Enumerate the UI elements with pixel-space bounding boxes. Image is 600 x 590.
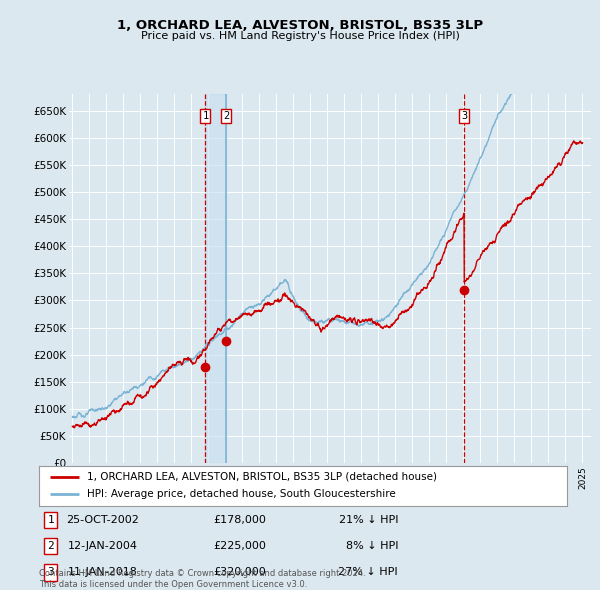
Text: £320,000: £320,000 xyxy=(213,568,266,578)
Text: 1, ORCHARD LEA, ALVESTON, BRISTOL, BS35 3LP: 1, ORCHARD LEA, ALVESTON, BRISTOL, BS35 … xyxy=(117,19,483,32)
Bar xyxy=(205,94,226,463)
Text: 2: 2 xyxy=(223,111,229,121)
Text: 11-JAN-2018: 11-JAN-2018 xyxy=(67,568,137,578)
Text: 3: 3 xyxy=(461,111,467,121)
Text: £178,000: £178,000 xyxy=(213,515,266,525)
Text: Contains HM Land Registry data © Crown copyright and database right 2024.
This d: Contains HM Land Registry data © Crown c… xyxy=(39,569,365,589)
Text: 27% ↓ HPI: 27% ↓ HPI xyxy=(338,568,398,578)
Text: 1, ORCHARD LEA, ALVESTON, BRISTOL, BS35 3LP (detached house): 1, ORCHARD LEA, ALVESTON, BRISTOL, BS35 … xyxy=(86,472,437,482)
Text: Price paid vs. HM Land Registry's House Price Index (HPI): Price paid vs. HM Land Registry's House … xyxy=(140,31,460,41)
Text: HPI: Average price, detached house, South Gloucestershire: HPI: Average price, detached house, Sout… xyxy=(86,489,395,499)
Text: 25-OCT-2002: 25-OCT-2002 xyxy=(66,515,139,525)
Text: 3: 3 xyxy=(47,568,54,578)
Text: 1: 1 xyxy=(202,111,208,121)
Text: 1: 1 xyxy=(47,515,54,525)
Text: 2: 2 xyxy=(47,542,54,551)
Text: 8% ↓ HPI: 8% ↓ HPI xyxy=(346,542,398,551)
Text: 12-JAN-2004: 12-JAN-2004 xyxy=(67,542,137,551)
Text: £225,000: £225,000 xyxy=(213,542,266,551)
Text: 21% ↓ HPI: 21% ↓ HPI xyxy=(338,515,398,525)
